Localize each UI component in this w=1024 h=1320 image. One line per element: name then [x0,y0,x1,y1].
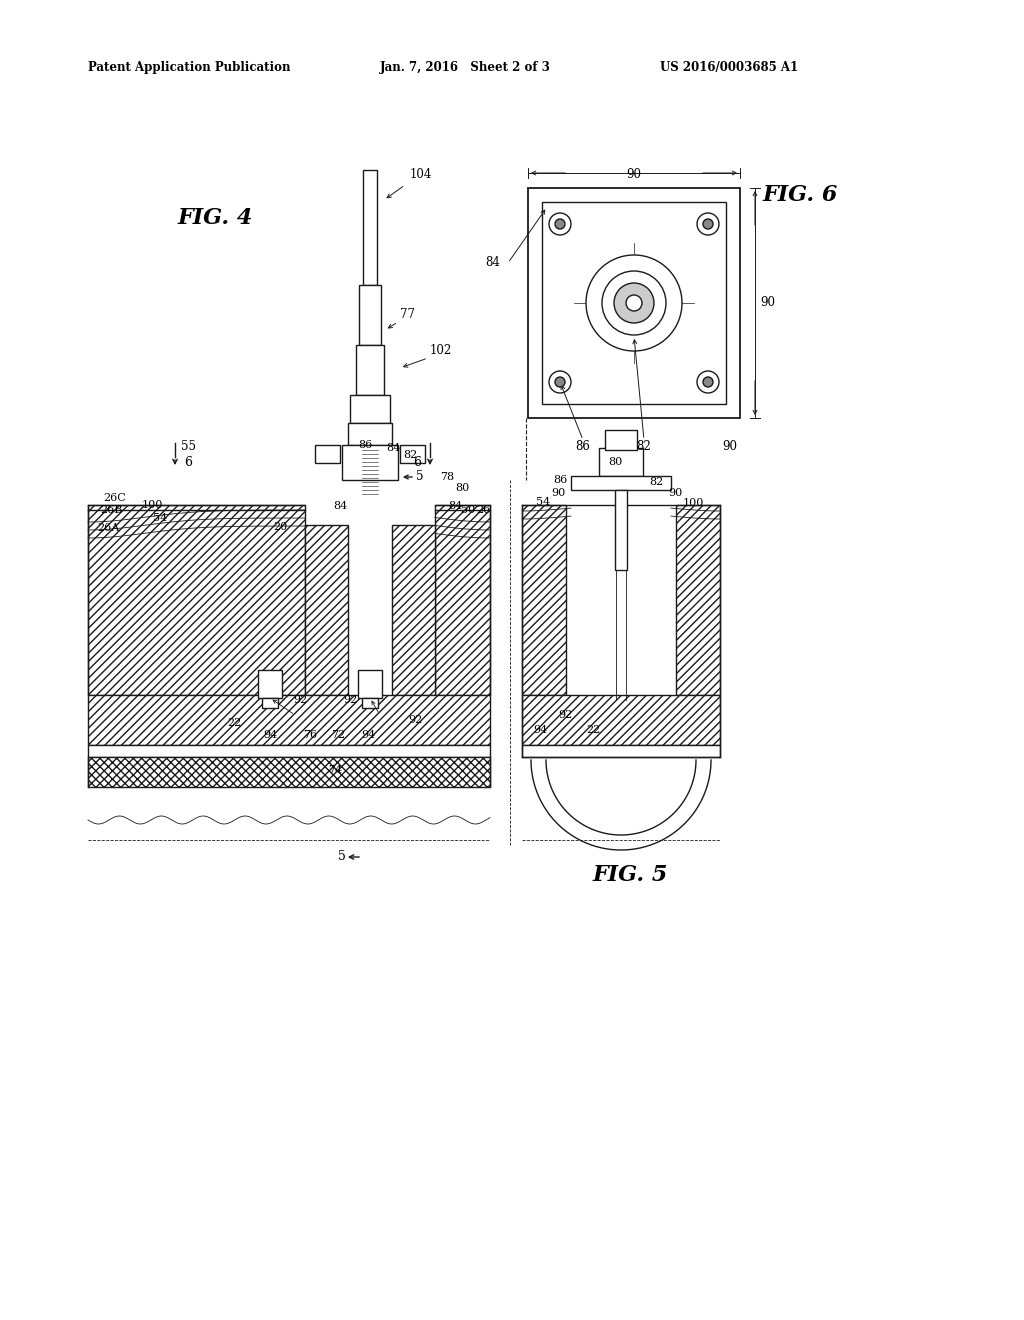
Bar [88,744,490,756]
Text: 26C: 26C [103,492,126,503]
Circle shape [549,371,571,393]
Bar [522,744,720,756]
Bar [350,395,390,422]
Text: 92: 92 [293,696,307,705]
Text: 86: 86 [357,440,372,450]
Text: 20: 20 [272,521,287,532]
Text: 54: 54 [536,498,550,507]
Circle shape [703,219,713,228]
Text: 6: 6 [184,455,193,469]
Polygon shape [522,506,566,696]
Text: 102: 102 [430,343,453,356]
Bar [262,698,278,708]
Circle shape [549,213,571,235]
Text: 26A: 26A [97,523,119,533]
Text: 92: 92 [558,710,572,719]
Text: 86: 86 [553,475,567,484]
Bar [348,422,392,445]
Text: 90: 90 [627,169,641,181]
Bar [615,490,627,570]
Text: 90: 90 [668,488,682,498]
Polygon shape [435,506,490,696]
Polygon shape [88,506,305,696]
Circle shape [697,371,719,393]
Bar [362,170,377,285]
Text: 100: 100 [141,500,163,510]
Bar [571,477,671,490]
Bar [599,447,643,477]
Polygon shape [305,525,348,696]
Text: 55: 55 [180,441,196,454]
Text: 6: 6 [413,455,421,469]
Bar [605,430,637,450]
Text: 78: 78 [440,473,454,482]
Text: 90: 90 [761,297,775,309]
Bar [358,671,382,698]
Circle shape [555,378,565,387]
Text: 74: 74 [328,766,342,775]
Bar [528,187,740,418]
Text: 26: 26 [476,506,490,515]
Bar [359,285,381,345]
Bar [542,202,726,404]
Bar [400,445,425,463]
Text: 80: 80 [608,457,623,467]
Bar [356,345,384,395]
Text: 84: 84 [333,502,347,511]
Text: 92: 92 [408,715,422,725]
Bar [315,445,340,463]
Text: 76: 76 [303,730,317,741]
Text: FIG. 6: FIG. 6 [762,183,838,206]
Text: 5: 5 [416,470,424,483]
Text: 84: 84 [386,444,400,453]
Bar [88,756,490,787]
Text: 72: 72 [331,730,345,741]
Text: 90: 90 [551,488,565,498]
Text: 22: 22 [227,718,241,729]
Circle shape [697,213,719,235]
Text: FIG. 4: FIG. 4 [177,207,253,228]
Bar [342,445,398,480]
Circle shape [614,282,654,323]
Text: 50: 50 [461,506,475,515]
Circle shape [602,271,666,335]
Text: 5: 5 [338,850,346,863]
Circle shape [703,378,713,387]
Text: 86: 86 [575,440,591,453]
Text: 94: 94 [360,730,375,741]
Text: 22: 22 [586,725,600,735]
Text: 90: 90 [723,440,737,453]
Bar [362,698,378,708]
Text: 92: 92 [343,696,357,705]
Text: 84: 84 [485,256,500,269]
Text: 94: 94 [263,730,278,741]
Text: 82: 82 [649,477,664,487]
Circle shape [626,294,642,312]
Text: 80: 80 [455,483,469,492]
Circle shape [586,255,682,351]
Text: 82: 82 [402,450,417,459]
Polygon shape [392,525,435,696]
Text: 104: 104 [410,169,432,181]
Text: Patent Application Publication: Patent Application Publication [88,62,291,74]
Text: 82: 82 [637,440,651,453]
Text: 84: 84 [447,502,462,511]
Text: 54: 54 [153,513,167,523]
Text: 26B: 26B [100,506,123,515]
Polygon shape [676,506,720,696]
Text: FIG. 5: FIG. 5 [592,865,668,886]
Text: 77: 77 [400,309,415,322]
Text: Jan. 7, 2016   Sheet 2 of 3: Jan. 7, 2016 Sheet 2 of 3 [380,62,551,74]
Bar [522,696,720,744]
Bar [258,671,282,698]
Bar [88,696,490,744]
Text: 94: 94 [532,725,547,735]
Circle shape [555,219,565,228]
Text: 100: 100 [683,498,705,508]
Text: US 2016/0003685 A1: US 2016/0003685 A1 [660,62,798,74]
